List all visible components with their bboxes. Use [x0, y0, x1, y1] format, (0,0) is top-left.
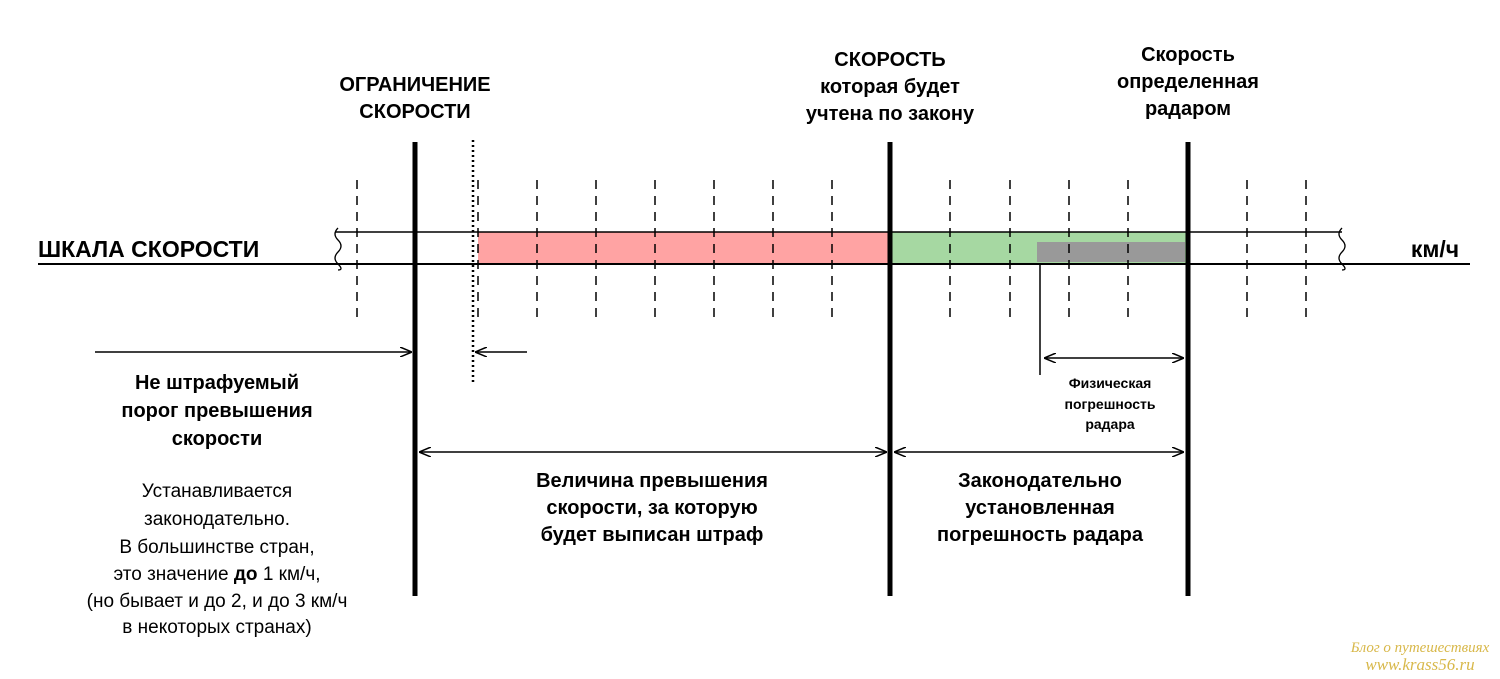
note-line: законодательно.	[144, 509, 290, 530]
note-text: 1 км/ч,	[258, 564, 321, 585]
break-marks	[334, 227, 1346, 271]
threshold-label: Не штрафуемый порог превышения скорости	[121, 372, 312, 450]
note-text: это значение	[113, 564, 233, 585]
label-line: радара	[1085, 416, 1135, 432]
label-line: будет выписан штраф	[541, 524, 764, 546]
physical-error-band	[1037, 242, 1185, 262]
note-line: Устанавливается	[142, 481, 292, 502]
scale-bands	[478, 232, 1188, 264]
label-line: радаром	[1145, 98, 1231, 120]
label-line: порог превышения	[121, 400, 312, 422]
scale-label: ШКАЛА СКОРОСТИ	[38, 236, 259, 262]
legal-error-label: Законодательно установленная погрешность…	[937, 470, 1144, 546]
label-line: СКОРОСТИ	[359, 101, 470, 123]
label-line: учтена по закону	[806, 103, 975, 125]
arrows	[95, 264, 1183, 452]
radar-speed-label: Скорость определенная радаром	[1117, 44, 1259, 120]
label-line: ОГРАНИЧЕНИЕ	[339, 74, 490, 96]
note-line: в некоторых странах)	[122, 617, 311, 638]
label-line: Величина превышения	[536, 470, 768, 492]
physical-error-label: Физическая погрешность радара	[1065, 375, 1156, 432]
label-line: установленная	[965, 497, 1115, 519]
label-line: скорости	[172, 428, 262, 450]
label-line: определенная	[1117, 71, 1259, 93]
label-line: Законодательно	[958, 470, 1122, 492]
label-line: погрешность	[1065, 396, 1156, 412]
tick-marks	[356, 180, 1307, 318]
label-line: скорости, за которую	[546, 497, 757, 519]
watermark: Блог о путешествиях www.krass56.ru	[1350, 640, 1490, 674]
note-line: это значение до 1 км/ч,	[113, 564, 320, 585]
unit-label: км/ч	[1411, 236, 1459, 262]
marker-lines	[412, 142, 1191, 596]
label-line: Скорость	[1141, 44, 1235, 66]
note-line: В большинстве стран,	[119, 537, 314, 558]
label-line: погрешность радара	[937, 524, 1144, 546]
watermark-line: Блог о путешествиях	[1350, 640, 1490, 656]
label-line: СКОРОСТЬ	[834, 49, 945, 71]
legal-speed-label: СКОРОСТЬ которая будет учтена по закону	[806, 49, 975, 125]
limit-label: ОГРАНИЧЕНИЕ СКОРОСТИ	[339, 74, 490, 123]
label-line: Физическая	[1069, 375, 1152, 391]
threshold-note: Устанавливается законодательно. В больши…	[87, 481, 348, 638]
note-emphasis: до	[234, 564, 258, 585]
scale-lines	[38, 231, 1470, 265]
label-line: Не штрафуемый	[135, 372, 299, 394]
fine-label: Величина превышения скорости, за которую…	[536, 470, 768, 546]
note-line: (но бывает и до 2, и до 3 км/ч	[87, 591, 348, 612]
label-line: которая будет	[820, 76, 960, 98]
fine-band	[478, 232, 890, 264]
watermark-line: www.krass56.ru	[1365, 655, 1474, 674]
